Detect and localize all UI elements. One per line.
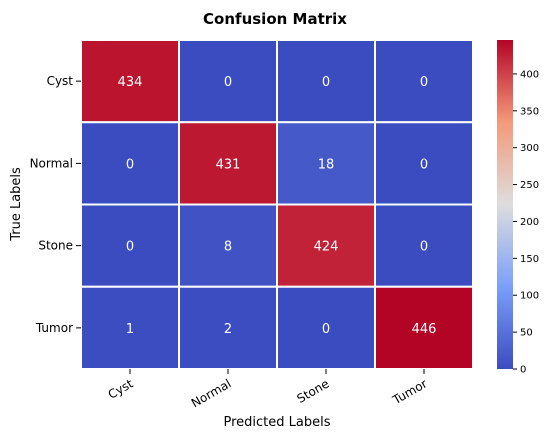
heatmap-cell-labels: 434 0 0 0 0 431 18 0 0 8 424 0 1 2 0 446 — [118, 75, 437, 337]
cell-value-label: 0 — [126, 240, 134, 255]
x-tick-label: Normal — [189, 376, 234, 410]
heatmap-cell — [374, 203, 474, 288]
cell-value-label: 0 — [420, 240, 428, 255]
cell-value-label: 2 — [224, 322, 232, 337]
heatmap-cell — [374, 39, 474, 124]
heatmap-cell — [178, 203, 278, 288]
x-axis-ticks: Cyst Normal Stone Tumor — [106, 369, 430, 410]
colorbar-tick-label: 350 — [520, 106, 539, 117]
x-tick-label: Cyst — [106, 376, 136, 401]
heatmap-cell — [374, 121, 474, 206]
cell-value-label: 0 — [420, 157, 428, 172]
x-axis-label: Predicted Labels — [223, 415, 330, 430]
cell-value-label: 0 — [322, 322, 330, 337]
colorbar-tick-label: 150 — [520, 254, 539, 265]
cell-value-label: 0 — [224, 75, 232, 90]
heatmap-cells — [80, 39, 474, 370]
cell-value-label: 0 — [322, 75, 330, 90]
y-tick-label: Tumor — [35, 321, 73, 335]
heatmap-cell — [80, 39, 180, 124]
heatmap-cell — [374, 285, 474, 370]
cell-value-label: 0 — [126, 157, 134, 172]
colorbar-tick-label: 300 — [520, 143, 539, 154]
x-tick-label: Stone — [294, 376, 331, 405]
heatmap-cell — [178, 39, 278, 124]
y-axis-ticks: Cyst Normal Stone Tumor — [30, 74, 81, 335]
colorbar-tick-label: 50 — [520, 328, 533, 339]
cell-value-label: 434 — [118, 75, 143, 90]
colorbar-tick-label: 100 — [520, 291, 539, 302]
colorbar-tick-label: 400 — [520, 69, 539, 80]
cell-value-label: 18 — [318, 157, 335, 172]
cell-value-label: 8 — [224, 240, 232, 255]
colorbar — [497, 40, 513, 369]
heatmap-cell — [178, 285, 278, 370]
y-tick-label: Cyst — [47, 74, 74, 88]
cell-value-label: 1 — [126, 322, 134, 337]
colorbar-ticks: 0 50 100 150 200 250 300 350 400 — [513, 69, 539, 376]
y-tick-label: Normal — [30, 156, 73, 170]
cell-value-label: 0 — [420, 75, 428, 90]
heatmap-cell — [178, 121, 278, 206]
x-tick-label: Tumor — [390, 376, 430, 407]
cell-value-label: 424 — [314, 240, 339, 255]
colorbar-tick-label: 200 — [520, 217, 539, 228]
colorbar-tick-label: 250 — [520, 180, 539, 191]
cell-value-label: 431 — [216, 157, 241, 172]
cell-value-label: 446 — [412, 322, 437, 337]
y-axis-label: True Labels — [9, 167, 24, 242]
chart-title: Confusion Matrix — [203, 10, 347, 28]
y-tick-label: Stone — [38, 239, 73, 253]
colorbar-tick-label: 0 — [520, 365, 526, 376]
